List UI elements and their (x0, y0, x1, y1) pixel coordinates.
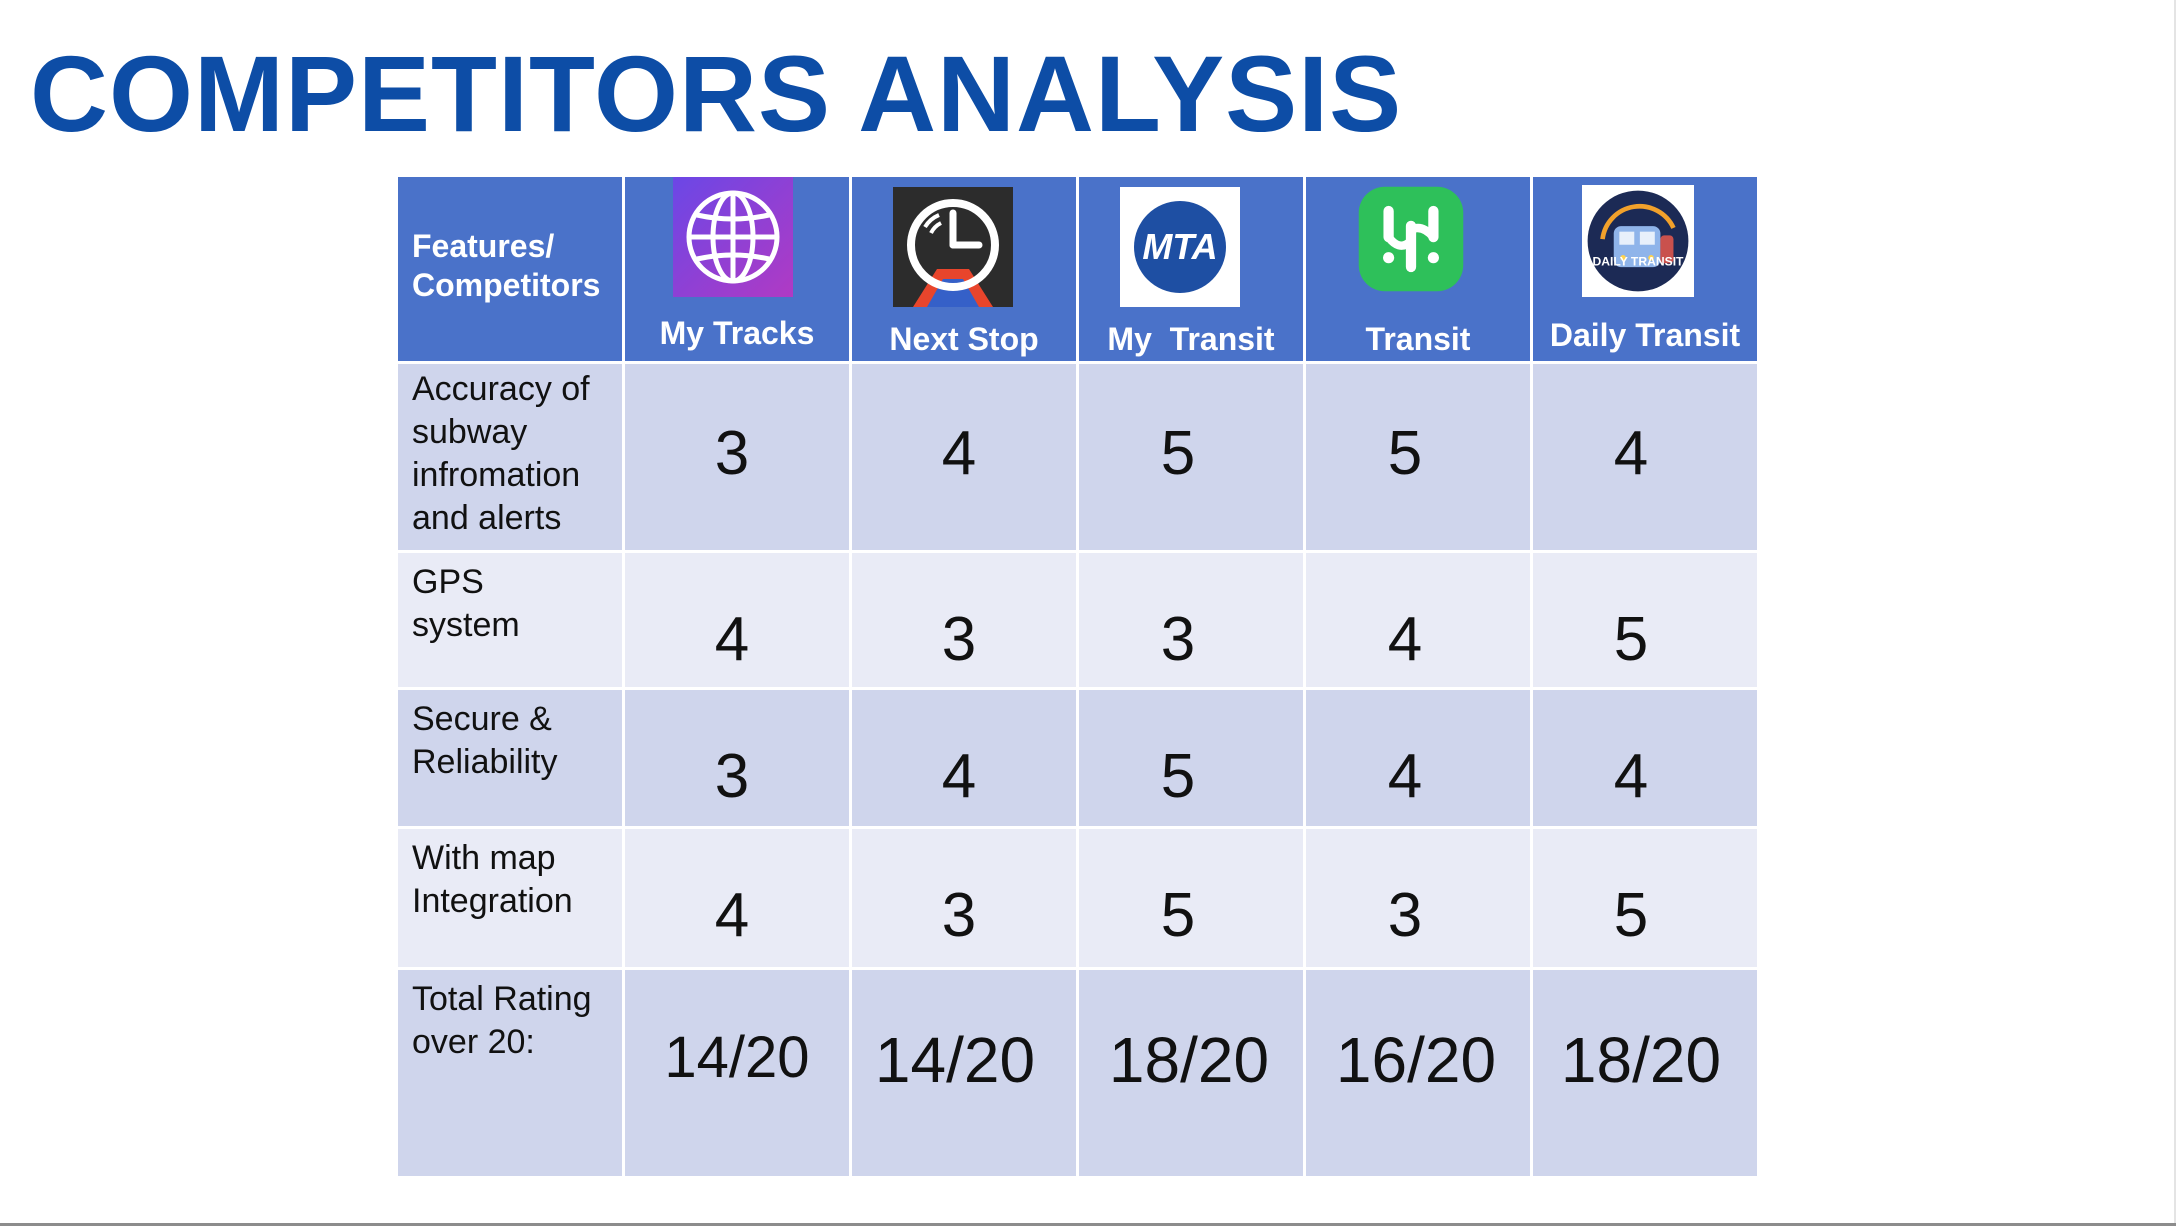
score-value: 5 (1613, 881, 1649, 950)
score-value: 5 (1387, 419, 1423, 488)
score-value: 3 (714, 419, 750, 488)
score-cell: 3 (852, 553, 1076, 687)
score-cell: 4 (1306, 690, 1530, 826)
score-cell: 5 (1306, 364, 1530, 550)
daily-transit-logo-text: DAILY TRANSIT (1593, 254, 1685, 268)
feature-label: Total Rating over 20: (412, 980, 592, 1061)
score-cell: 5 (1079, 829, 1303, 967)
score-cell: 4 (852, 690, 1076, 826)
score-cell: 3 (852, 829, 1076, 967)
competitor-header-daily-transit: DAILY TRANSIT Daily Transit (1533, 177, 1757, 361)
feature-cell-total: Total Rating over 20: (398, 970, 622, 1176)
score-value: 4 (714, 881, 750, 950)
score-value: 4 (1613, 742, 1649, 811)
competitor-name: Next Stop (889, 321, 1039, 357)
clock-signal-icon (892, 187, 1013, 307)
feature-label: Accuracy of subway infromation and alert… (412, 370, 590, 537)
score-cell: 3 (1079, 553, 1303, 687)
corner-header-cell: Features/ Competitors (398, 177, 622, 361)
corner-header-label: Features/ Competitors (412, 228, 601, 303)
competitor-name: My Tracks (659, 315, 815, 351)
competitors-table: Features/ Competitors My Tracks (398, 177, 1757, 1176)
feature-label: Secure & Reliability (412, 700, 558, 781)
score-value: 5 (1160, 419, 1196, 488)
score-value: 3 (1387, 881, 1423, 950)
score-cell: 3 (625, 690, 849, 826)
score-value: 3 (941, 881, 977, 950)
score-cell: 4 (1306, 553, 1530, 687)
competitor-name: My Transit (1107, 321, 1275, 357)
total-cell: 18/20 (1533, 970, 1757, 1176)
score-cell: 4 (1533, 690, 1757, 826)
score-cell: 3 (1306, 829, 1530, 967)
score-value: 3 (1160, 605, 1196, 674)
globe-icon (672, 177, 793, 297)
total-value: 18/20 (1560, 1024, 1722, 1096)
score-cell: 5 (1533, 553, 1757, 687)
transit-app-icon (1358, 186, 1464, 292)
score-value: 3 (941, 605, 977, 674)
total-value: 14/20 (664, 1025, 810, 1090)
total-cell: 18/20 (1079, 970, 1303, 1176)
train-logo-icon: DAILY TRANSIT (1582, 185, 1695, 297)
mta-logo-text: MTA (1142, 226, 1217, 267)
score-cell: 4 (625, 829, 849, 967)
score-cell: 4 (852, 364, 1076, 550)
feature-cell-secure: Secure & Reliability (398, 690, 622, 826)
total-value: 18/20 (1108, 1024, 1270, 1096)
score-cell: 5 (1079, 364, 1303, 550)
score-value: 5 (1160, 881, 1196, 950)
score-cell: 4 (625, 553, 849, 687)
score-value: 4 (1387, 742, 1423, 811)
score-cell: 4 (1533, 364, 1757, 550)
feature-label: With map Integration (412, 839, 573, 920)
mta-logo-icon: MTA (1119, 187, 1240, 307)
score-value: 4 (941, 742, 977, 811)
total-cell: 14/20 (625, 970, 849, 1176)
slide-title: COMPETITORS ANALYSIS (30, 33, 1403, 154)
score-cell: 5 (1533, 829, 1757, 967)
slide-right-border (2174, 0, 2176, 1226)
competitor-name: Transit (1365, 321, 1471, 357)
score-value: 5 (1160, 742, 1196, 811)
score-cell: 5 (1079, 690, 1303, 826)
total-value: 14/20 (874, 1024, 1036, 1096)
competitor-header-my-transit: MTA My Transit (1079, 177, 1303, 361)
feature-label: GPS system (412, 563, 520, 644)
total-cell: 16/20 (1306, 970, 1530, 1176)
feature-cell-accuracy: Accuracy of subway infromation and alert… (398, 364, 622, 550)
feature-cell-gps: GPS system (398, 553, 622, 687)
feature-cell-map: With map Integration (398, 829, 622, 967)
score-cell: 3 (625, 364, 849, 550)
competitor-header-transit: Transit (1306, 177, 1530, 361)
score-value: 4 (1387, 605, 1423, 674)
score-value: 4 (714, 605, 750, 674)
competitor-name: Daily Transit (1549, 317, 1741, 353)
competitor-header-next-stop: Next Stop (852, 177, 1076, 361)
total-cell: 14/20 (852, 970, 1076, 1176)
slide-bottom-border (0, 1223, 2176, 1226)
score-value: 4 (941, 419, 977, 488)
score-value: 5 (1613, 605, 1649, 674)
total-value: 16/20 (1335, 1024, 1497, 1096)
competitor-header-my-tracks: My Tracks (625, 177, 849, 361)
score-value: 3 (714, 742, 750, 811)
score-value: 4 (1613, 419, 1649, 488)
